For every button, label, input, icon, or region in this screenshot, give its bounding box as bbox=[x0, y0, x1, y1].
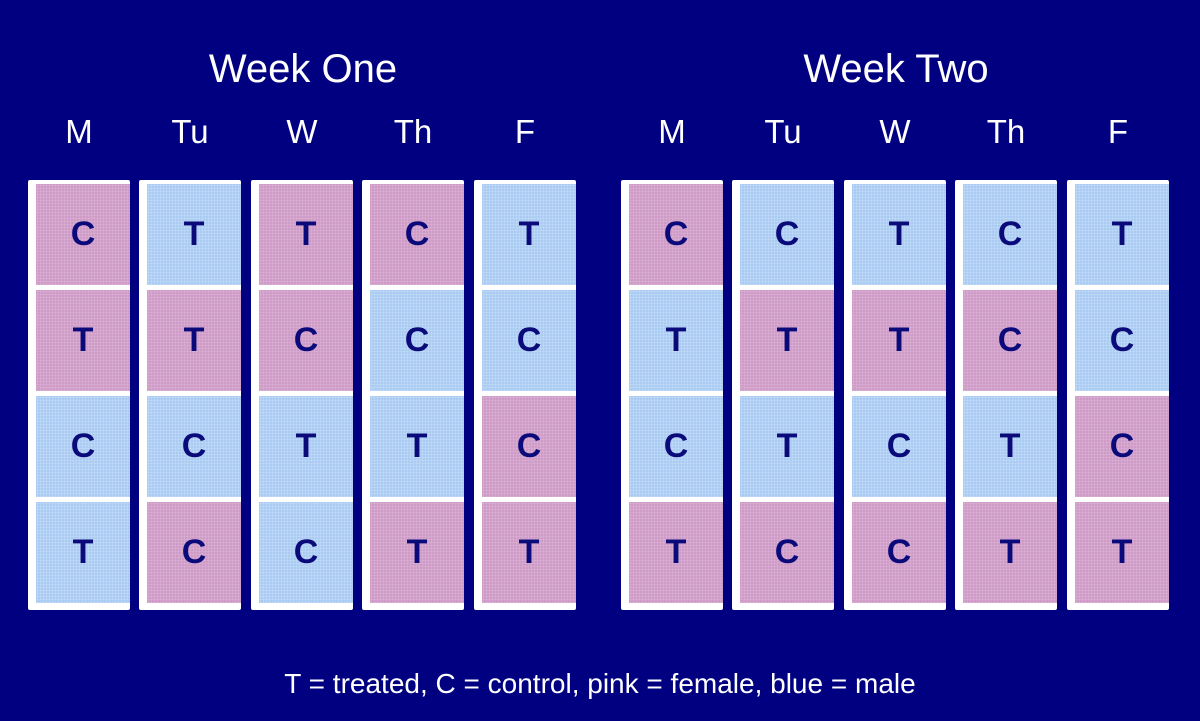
day-box: C T C T bbox=[621, 180, 723, 610]
week-two-panel: Week Two M C T C T Tu C T T C W T T C C … bbox=[621, 0, 1171, 620]
day-box: T T C C bbox=[139, 180, 241, 610]
day-label: W bbox=[879, 113, 911, 150]
day-label: F bbox=[1107, 113, 1129, 150]
day-column-wednesday: W T T C C bbox=[844, 0, 946, 620]
cell: T bbox=[629, 502, 723, 603]
cell: T bbox=[963, 396, 1057, 497]
cell: C bbox=[482, 290, 576, 391]
day-label: W bbox=[286, 113, 318, 150]
cell: C bbox=[1075, 396, 1169, 497]
cell: T bbox=[482, 502, 576, 603]
cell: T bbox=[852, 184, 946, 285]
cell: C bbox=[1075, 290, 1169, 391]
day-column-thursday: Th C C T T bbox=[955, 0, 1057, 620]
cell: T bbox=[259, 396, 353, 497]
cell: C bbox=[852, 502, 946, 603]
cell: T bbox=[740, 396, 834, 497]
cell: T bbox=[370, 396, 464, 497]
day-column-friday: F T C C T bbox=[474, 0, 576, 620]
cell: T bbox=[36, 290, 130, 391]
day-label: M bbox=[65, 113, 93, 150]
day-box: T C C T bbox=[474, 180, 576, 610]
day-label: Th bbox=[393, 113, 433, 150]
cell: C bbox=[740, 184, 834, 285]
cell: C bbox=[740, 502, 834, 603]
cell: C bbox=[147, 502, 241, 603]
day-box: T C T C bbox=[251, 180, 353, 610]
day-column-tuesday: Tu T T C C bbox=[139, 0, 241, 620]
day-box: C T T C bbox=[732, 180, 834, 610]
cell: T bbox=[1075, 502, 1169, 603]
cell: T bbox=[482, 184, 576, 285]
day-column-wednesday: W T C T C bbox=[251, 0, 353, 620]
legend-caption: T = treated, C = control, pink = female,… bbox=[284, 668, 916, 699]
cell: T bbox=[370, 502, 464, 603]
day-box: C C T T bbox=[955, 180, 1057, 610]
cell: C bbox=[259, 290, 353, 391]
cell: T bbox=[147, 290, 241, 391]
day-label: Tu bbox=[171, 113, 209, 150]
cell: C bbox=[629, 184, 723, 285]
day-box: C C T T bbox=[362, 180, 464, 610]
cell: C bbox=[629, 396, 723, 497]
cell: C bbox=[482, 396, 576, 497]
day-box: T T C C bbox=[844, 180, 946, 610]
cell: T bbox=[147, 184, 241, 285]
cell: C bbox=[36, 396, 130, 497]
cell: C bbox=[963, 184, 1057, 285]
cell: C bbox=[963, 290, 1057, 391]
cell: T bbox=[629, 290, 723, 391]
cell: T bbox=[259, 184, 353, 285]
cell: T bbox=[852, 290, 946, 391]
cell: C bbox=[370, 290, 464, 391]
week-title: Week Two bbox=[803, 47, 989, 91]
day-label: Th bbox=[986, 113, 1026, 150]
cell: C bbox=[36, 184, 130, 285]
day-box: T C C T bbox=[1067, 180, 1169, 610]
week-title: Week One bbox=[208, 47, 398, 91]
day-label: F bbox=[514, 113, 536, 150]
cell: T bbox=[740, 290, 834, 391]
day-column-tuesday: Tu C T T C bbox=[732, 0, 834, 620]
day-label: M bbox=[658, 113, 686, 150]
cell: T bbox=[36, 502, 130, 603]
day-column-friday: F T C C T bbox=[1067, 0, 1169, 620]
day-label: Tu bbox=[764, 113, 802, 150]
day-column-monday: M C T C T bbox=[621, 0, 723, 620]
day-column-monday: M C T C T bbox=[28, 0, 130, 620]
week-one-panel: Week One M C T C T Tu T T C C W T C T C … bbox=[28, 0, 578, 620]
cell: T bbox=[1075, 184, 1169, 285]
cell: C bbox=[852, 396, 946, 497]
cell: T bbox=[963, 502, 1057, 603]
cell: C bbox=[259, 502, 353, 603]
day-box: C T C T bbox=[28, 180, 130, 610]
cell: C bbox=[370, 184, 464, 285]
day-column-thursday: Th C C T T bbox=[362, 0, 464, 620]
cell: C bbox=[147, 396, 241, 497]
